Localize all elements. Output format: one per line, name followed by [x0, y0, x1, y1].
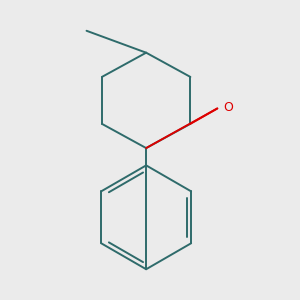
Text: O: O	[223, 101, 233, 114]
